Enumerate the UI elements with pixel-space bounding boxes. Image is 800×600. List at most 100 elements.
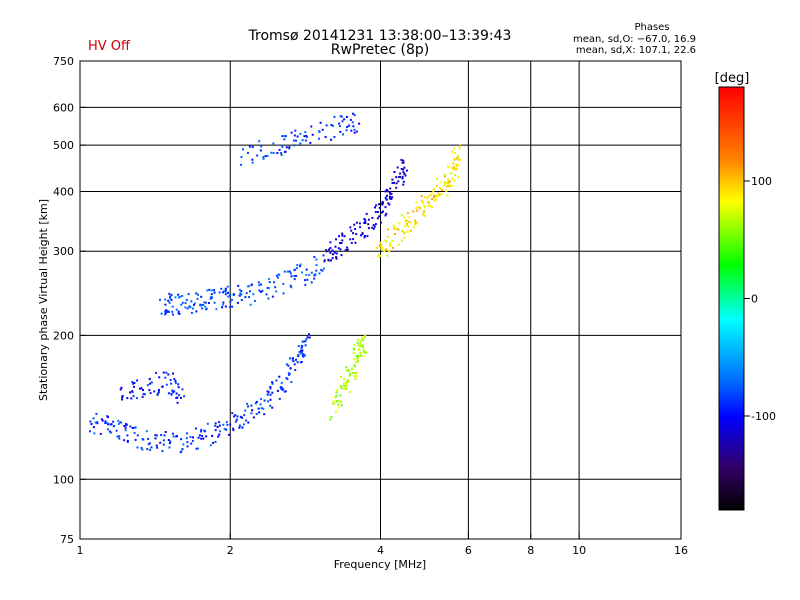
data-point [238,294,241,297]
data-point [451,150,454,153]
data-point [200,295,203,298]
data-point [133,385,135,388]
data-point [278,397,281,400]
data-point [121,398,123,401]
data-point [355,375,358,378]
data-point [269,398,272,401]
data-point [92,426,95,429]
data-point [241,426,244,429]
data-point [344,387,347,390]
data-point [377,211,380,213]
data-point [222,423,225,426]
data-point [146,384,149,387]
data-point [240,290,243,293]
data-point [260,283,262,286]
data-point [376,217,379,220]
data-point [356,341,359,344]
data-point [112,425,115,428]
data-point [419,207,422,209]
data-point [336,390,338,393]
data-point [331,249,334,252]
data-point [173,378,176,380]
data-point [169,295,172,298]
data-point [165,309,168,312]
data-point [240,156,243,158]
data-point [186,307,189,310]
data-point [357,338,360,341]
data-point [406,212,409,215]
data-point [141,395,144,398]
data-point [161,385,164,388]
data-point [187,293,190,295]
data-point [266,390,269,393]
data-point [363,218,366,220]
data-point [233,415,235,418]
data-point [255,413,258,415]
data-point [378,215,381,218]
data-point [415,207,418,210]
data-point [155,444,158,447]
x-tick-label: 4 [377,544,384,557]
data-point [156,434,158,437]
data-point [132,426,135,429]
data-point [124,429,127,432]
data-point [354,228,357,230]
data-point [393,226,395,229]
data-point [403,166,406,169]
data-point [284,150,287,153]
data-point [238,288,241,291]
data-point [340,375,343,378]
data-point [156,393,159,396]
data-point [343,382,345,385]
data-point [180,303,183,306]
data-point [352,372,354,375]
data-point [351,367,353,370]
data-point [180,450,183,453]
data-point [346,369,349,372]
data-point [216,426,219,428]
data-point [269,393,272,396]
data-point [388,191,391,194]
data-point [240,163,243,166]
data-point [129,391,131,394]
data-point [374,223,377,226]
data-point [347,379,350,382]
data-point [150,381,153,384]
data-point [201,304,204,306]
data-point [275,274,278,277]
data-point [366,235,369,238]
data-point [167,299,170,302]
data-point [400,158,403,161]
data-point [281,135,284,138]
data-point [352,112,355,115]
data-point [397,243,400,246]
data-point [345,129,348,132]
data-point [284,390,287,393]
data-point [200,437,203,440]
data-point [436,177,439,180]
data-point [378,206,381,209]
data-point [130,397,133,400]
data-point [340,404,343,407]
data-point [332,402,335,405]
data-point [283,138,286,141]
data-point [443,184,446,187]
data-point [378,244,381,247]
data-point [386,189,389,192]
data-point [125,423,128,426]
data-point [367,227,370,230]
data-point [239,292,242,295]
data-point [198,434,201,437]
data-point [168,446,171,449]
data-point [275,290,278,293]
data-point [262,156,265,159]
data-point [412,210,415,213]
data-point [422,201,425,204]
data-point [109,430,111,433]
data-point [299,132,302,135]
data-point [318,272,321,275]
data-point [429,204,431,207]
data-point [353,128,356,131]
data-point [133,382,136,384]
data-point [384,190,387,193]
